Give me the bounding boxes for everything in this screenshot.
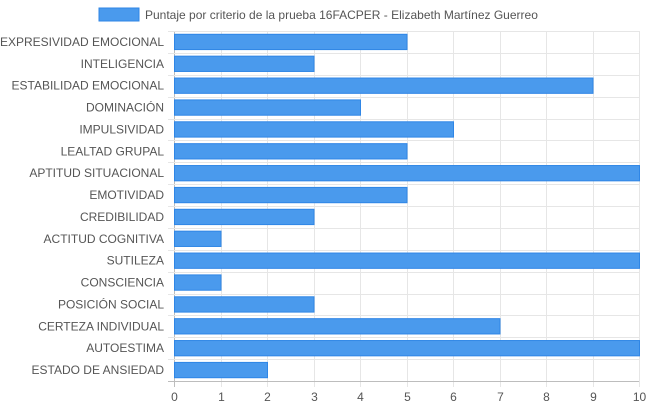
legend-swatch: [98, 7, 140, 22]
bar[interactable]: [174, 252, 640, 269]
bar[interactable]: [174, 208, 315, 226]
x-tick-label: 3: [311, 390, 318, 404]
bar[interactable]: [174, 361, 268, 379]
category-label: ACTITUD COGNITIVA: [44, 232, 164, 246]
bar[interactable]: [174, 186, 408, 204]
category-label: POSICIÓN SOCIAL: [58, 296, 164, 311]
category-label: EMOTIVIDAD: [89, 188, 164, 202]
legend-label: Puntaje por criterio de la prueba 16FACP…: [145, 8, 538, 22]
x-tick-label: 10: [633, 390, 647, 404]
x-tick-label: 9: [590, 390, 597, 404]
bar[interactable]: [174, 165, 640, 182]
category-label: DOMINACIÓN: [86, 100, 164, 115]
category-label: LEALTAD GRUPAL: [61, 144, 165, 158]
bars: [174, 33, 640, 379]
category-label: SUTILEZA: [107, 254, 164, 268]
category-label: ESTABILIDAD EMOCIONAL: [12, 79, 165, 93]
bar[interactable]: [174, 296, 315, 313]
bar[interactable]: [174, 77, 594, 94]
bar[interactable]: [174, 274, 222, 291]
category-label: AUTOESTIMA: [86, 341, 164, 355]
x-tick-label: 4: [357, 390, 364, 404]
category-label: CREDIBILIDAD: [80, 210, 164, 224]
category-label: APTITUD SITUACIONAL: [29, 166, 164, 180]
x-tick-label: 6: [450, 390, 457, 404]
category-label: EXPRESIVIDAD EMOCIONAL: [0, 35, 164, 49]
category-labels: EXPRESIVIDAD EMOCIONAL INTELIGENCIA ESTABI…: [0, 35, 164, 377]
bar[interactable]: [174, 55, 315, 72]
bar[interactable]: [174, 230, 222, 247]
category-label: CONSCIENCIA: [81, 276, 164, 290]
x-tick-label: 8: [543, 390, 550, 404]
x-tick-label: 5: [404, 390, 411, 404]
legend[interactable]: Puntaje por criterio de la prueba 16FACP…: [98, 7, 538, 22]
bar[interactable]: [174, 143, 408, 160]
bar[interactable]: [174, 99, 361, 116]
bar[interactable]: [174, 340, 640, 357]
category-label: CERTEZA INDIVIDUAL: [38, 319, 164, 333]
category-label: IMPULSIVIDAD: [79, 122, 164, 136]
x-tick-label: 0: [171, 390, 178, 404]
category-label: ESTADO DE ANSIEDAD: [32, 363, 165, 377]
bar[interactable]: [174, 318, 501, 335]
bar[interactable]: [174, 121, 454, 138]
category-label: INTELIGENCIA: [81, 57, 164, 71]
x-tick-labels: 0 1 2 3 4 5 6 7 8 9 10: [171, 390, 646, 404]
x-tick-label: 1: [218, 390, 225, 404]
x-tick-label: 7: [497, 390, 504, 404]
bar[interactable]: [174, 33, 408, 51]
x-tick-label: 2: [264, 390, 271, 404]
